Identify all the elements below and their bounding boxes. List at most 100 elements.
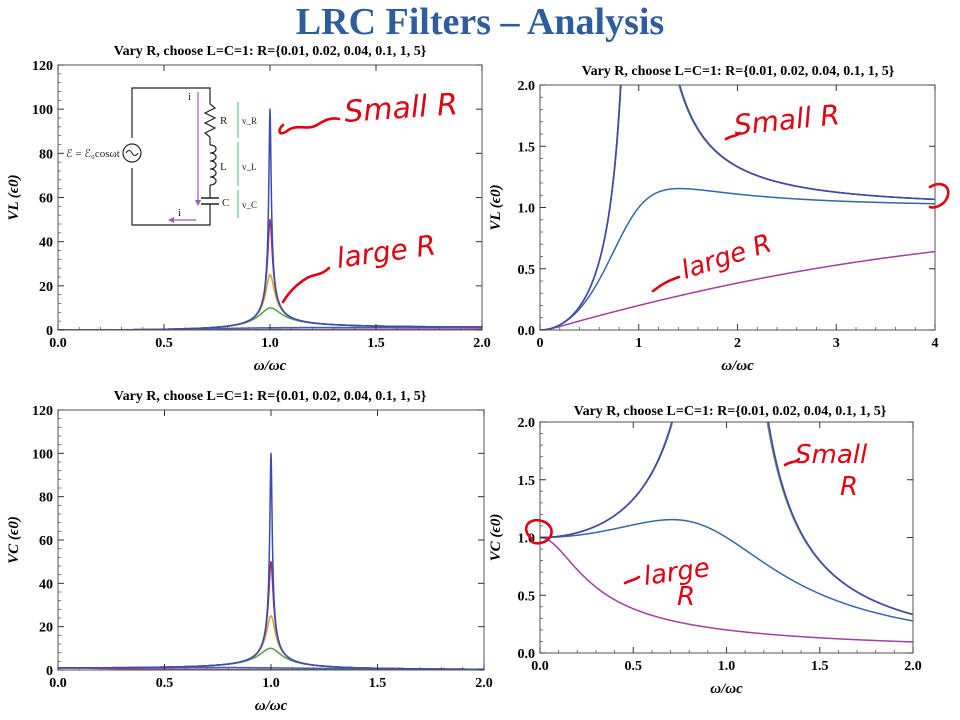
highlight-circle	[524, 518, 553, 545]
chart-vl-highpass: Vary R, choose L=C=1: R={0.01, 0.02, 0.0…	[488, 64, 950, 374]
y-axis-label: VL (ϵ0)	[488, 184, 504, 230]
series-line-R-0.01	[58, 452, 484, 670]
inductor-label: L	[220, 161, 227, 173]
small-r-arrow	[278, 117, 341, 135]
x-tick-label: 1.0	[262, 676, 280, 691]
slide-title: LRC Filters – Analysis	[295, 1, 665, 43]
highlight-circle	[928, 182, 950, 209]
y-tick-label: 0.0	[518, 324, 536, 339]
series-line-R-5	[540, 536, 913, 643]
y-tick-label: 0	[46, 324, 53, 339]
x-tick-label: 0.0	[49, 336, 67, 351]
current-arrowhead-icon	[195, 200, 201, 206]
y-tick-label: 100	[32, 103, 53, 118]
plot-area	[58, 452, 484, 670]
y-tick-label: 1.0	[518, 532, 536, 547]
series-line-R-5	[540, 250, 935, 330]
x-tick-label: 1.5	[369, 676, 387, 691]
x-tick-label: 2	[734, 336, 741, 351]
x-tick-label: 2.0	[904, 659, 922, 674]
x-axis-label: ω/ωc	[255, 698, 288, 714]
y-tick-label: 120	[32, 59, 53, 74]
current-label: i	[178, 207, 181, 219]
small-r-arrow	[724, 131, 742, 141]
large-r-label: large R	[334, 228, 437, 275]
small-r-label: Small	[795, 440, 868, 470]
y-tick-label: 20	[39, 621, 53, 636]
x-axis-label: ω/ωc	[710, 681, 743, 697]
x-tick-label: 3	[833, 336, 840, 351]
chart-vc-resonance: Vary R, choose L=C=1: R={0.01, 0.02, 0.0…	[6, 389, 493, 714]
large-r-arrow	[651, 275, 681, 293]
x-tick-label: 1.0	[718, 659, 736, 674]
x-tick-label: 0.0	[49, 676, 67, 691]
chart-title: Vary R, choose L=C=1: R={0.01, 0.02, 0.0…	[114, 44, 427, 59]
x-tick-label: 2.0	[475, 676, 493, 691]
y-tick-label: 2.0	[518, 416, 536, 431]
y-tick-label: 0.5	[518, 589, 536, 604]
plot-frame	[57, 409, 485, 671]
y-tick-label: 80	[39, 147, 53, 162]
chart-vl-resonance: Vary R, choose L=C=1: R={0.01, 0.02, 0.0…	[6, 44, 491, 374]
y-tick-label: 2.0	[518, 79, 536, 94]
y-tick-label: 0	[46, 664, 53, 679]
y-tick-label: 80	[39, 491, 53, 506]
vr-label: v_R	[242, 116, 257, 126]
x-axis-label: ω/ωc	[254, 358, 287, 374]
y-tick-label: 120	[32, 404, 53, 419]
y-tick-label: 1.5	[518, 474, 536, 489]
current-return-arrowhead-icon	[168, 217, 174, 223]
series-line-R-0.01	[540, 85, 935, 330]
ac-wave-icon	[125, 149, 139, 157]
x-tick-label: 1	[635, 336, 642, 351]
chart-title: Vary R, choose L=C=1: R={0.01, 0.02, 0.0…	[114, 389, 427, 404]
y-tick-label: 20	[39, 280, 53, 295]
y-tick-label: 1.0	[518, 202, 536, 217]
circuit-wire	[131, 87, 211, 138]
chart-title: Vary R, choose L=C=1: R={0.01, 0.02, 0.0…	[582, 64, 895, 79]
x-tick-label: 0	[537, 336, 544, 351]
x-tick-label: 1.5	[367, 336, 385, 351]
series-line-R-0.04	[58, 274, 482, 330]
x-tick-label: 0.5	[625, 659, 643, 674]
inductor-icon	[209, 144, 217, 186]
x-tick-label: 1.0	[261, 336, 279, 351]
small-r-arrow	[783, 457, 801, 467]
plot-area	[540, 422, 913, 643]
x-axis-label: ω/ωc	[721, 358, 754, 374]
vl-label: v_L	[242, 162, 257, 172]
large-r-label: large R	[678, 228, 775, 285]
x-tick-label: 0.0	[531, 659, 549, 674]
large-r-label: R	[677, 582, 695, 612]
vc-label: v_C	[242, 200, 257, 210]
capacitor-label: C	[222, 197, 229, 209]
small-r-label: Small R	[343, 87, 459, 130]
large-r-arrow	[281, 266, 331, 304]
y-tick-label: 100	[32, 447, 53, 462]
y-tick-label: 40	[39, 236, 53, 251]
series-line-R-1	[540, 187, 935, 330]
x-tick-label: 2.0	[473, 336, 491, 351]
series-line-R-0.04	[58, 615, 484, 670]
y-axis-label: VC (ϵ0)	[488, 514, 504, 562]
x-tick-label: 0.5	[156, 676, 174, 691]
series-line-R-1	[540, 518, 913, 622]
small-r-label: R	[840, 472, 858, 502]
x-tick-label: 0.5	[155, 336, 173, 351]
y-tick-label: 1.5	[518, 140, 536, 155]
chart-title: Vary R, choose L=C=1: R={0.01, 0.02, 0.0…	[574, 404, 887, 419]
emf-label: ℰ = ℰ₀cosωt	[66, 148, 120, 160]
circuit-inset-background	[120, 85, 260, 230]
y-tick-label: 60	[39, 534, 53, 549]
series-line-R-0.01	[540, 422, 913, 616]
y-axis-label: VC (ϵ0)	[6, 516, 22, 564]
circuit-diagram: i i R L C v_R v_L v_C ℰ = ℰ₀cosωt	[66, 85, 260, 230]
current-label: i	[188, 91, 191, 103]
small-r-label: Small R	[732, 98, 841, 142]
chart-vc-lowpass: Vary R, choose L=C=1: R={0.01, 0.02, 0.0…	[488, 404, 922, 697]
y-tick-label: 60	[39, 192, 53, 207]
large-r-arrow	[623, 575, 641, 585]
x-tick-label: 4	[932, 336, 939, 351]
circuit-wire-bottom	[131, 168, 211, 226]
x-tick-label: 1.5	[811, 659, 829, 674]
